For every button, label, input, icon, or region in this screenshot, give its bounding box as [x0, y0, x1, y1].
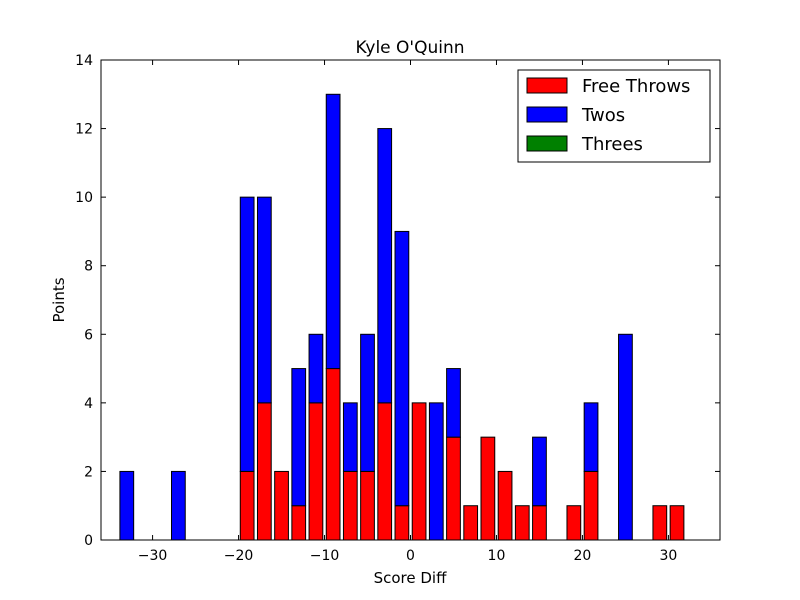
bar-twos-15 [360, 333, 375, 472]
legend-label-free-throws: Free Throws [582, 76, 690, 97]
bar-twos-14 [342, 402, 358, 472]
bar-twos-17 [394, 230, 410, 507]
bar-free-throws-17 [394, 505, 410, 541]
y-tick-label-6: 12 [75, 122, 93, 138]
x-tick-label-2: −10 [310, 548, 340, 564]
chart-title: Kyle O'Quinn [355, 38, 464, 58]
bar-twos-11 [291, 368, 307, 507]
bar-free-throws-25 [532, 505, 547, 541]
bar-twos-28 [583, 402, 599, 472]
y-tick-label-1: 2 [84, 464, 93, 480]
legend: Free Throws Twos Threes [517, 69, 711, 163]
bar-free-throws-24 [514, 505, 530, 541]
x-tick-label-4: 10 [488, 548, 506, 564]
bar-twos-8 [239, 196, 255, 472]
bar-twos-4 [170, 470, 186, 541]
x-tick-label-5: 20 [574, 548, 592, 564]
bar-twos-1 [119, 470, 135, 541]
ticks-group: −30 −20 −10 0 10 20 30 0 2 4 6 8 10 12 14 [75, 53, 720, 564]
bar-free-throws-9 [256, 402, 272, 541]
bar-free-throws-15 [360, 470, 375, 541]
y-tick-label-2: 4 [84, 396, 93, 412]
bar-free-throws-14 [342, 470, 358, 541]
legend-swatch-free-throws [526, 77, 568, 94]
y-tick-label-3: 6 [84, 327, 93, 343]
bar-free-throws-23 [497, 470, 513, 541]
y-tick-label-7: 14 [75, 53, 93, 69]
y-tick-label-5: 10 [75, 190, 93, 206]
bar-twos-13 [325, 93, 341, 370]
bar-twos-19 [428, 402, 444, 541]
legend-label-threes: Threes [581, 134, 643, 155]
x-tick-label-1: −20 [224, 548, 254, 564]
bar-free-throws-18 [411, 402, 427, 541]
legend-swatch-threes [526, 135, 568, 152]
y-tick-label-0: 0 [84, 533, 93, 549]
bar-free-throws-22 [480, 436, 496, 541]
bars-group [119, 93, 685, 541]
y-tick-label-4: 8 [84, 259, 93, 275]
bar-free-throws-10 [274, 470, 289, 541]
bar-free-throws-20 [446, 436, 461, 541]
bar-free-throws-13 [325, 368, 341, 541]
y-axis-label: Points [50, 277, 68, 322]
bar-twos-20 [446, 368, 461, 438]
legend-swatch-twos [526, 106, 568, 123]
bar-free-throws-16 [377, 402, 393, 541]
bar-free-throws-11 [291, 505, 307, 541]
bar-free-throws-12 [308, 402, 324, 541]
bar-twos-25 [532, 436, 547, 507]
bar-twos-30 [618, 333, 633, 541]
bar-free-throws-32 [652, 505, 668, 541]
bar-free-throws-8 [239, 470, 255, 541]
bar-free-throws-28 [583, 470, 599, 541]
bar-free-throws-33 [669, 505, 685, 541]
x-tick-label-3: 0 [406, 548, 415, 564]
x-axis-label: Score Diff [374, 569, 447, 587]
x-tick-label-6: 30 [660, 548, 678, 564]
x-tick-label-0: −30 [138, 548, 168, 564]
bar-twos-16 [377, 128, 393, 404]
bar-twos-12 [308, 333, 324, 404]
bar-free-throws-27 [566, 505, 582, 541]
legend-label-twos: Twos [581, 105, 625, 126]
bar-twos-9 [256, 196, 272, 404]
bar-free-throws-21 [463, 505, 479, 541]
